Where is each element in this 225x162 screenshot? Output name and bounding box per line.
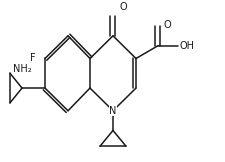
Text: NH₂: NH₂ bbox=[13, 64, 31, 74]
Text: O: O bbox=[119, 2, 127, 12]
Text: O: O bbox=[163, 20, 171, 30]
Text: OH: OH bbox=[179, 41, 194, 51]
Text: F: F bbox=[30, 53, 36, 64]
Text: N: N bbox=[109, 106, 116, 116]
